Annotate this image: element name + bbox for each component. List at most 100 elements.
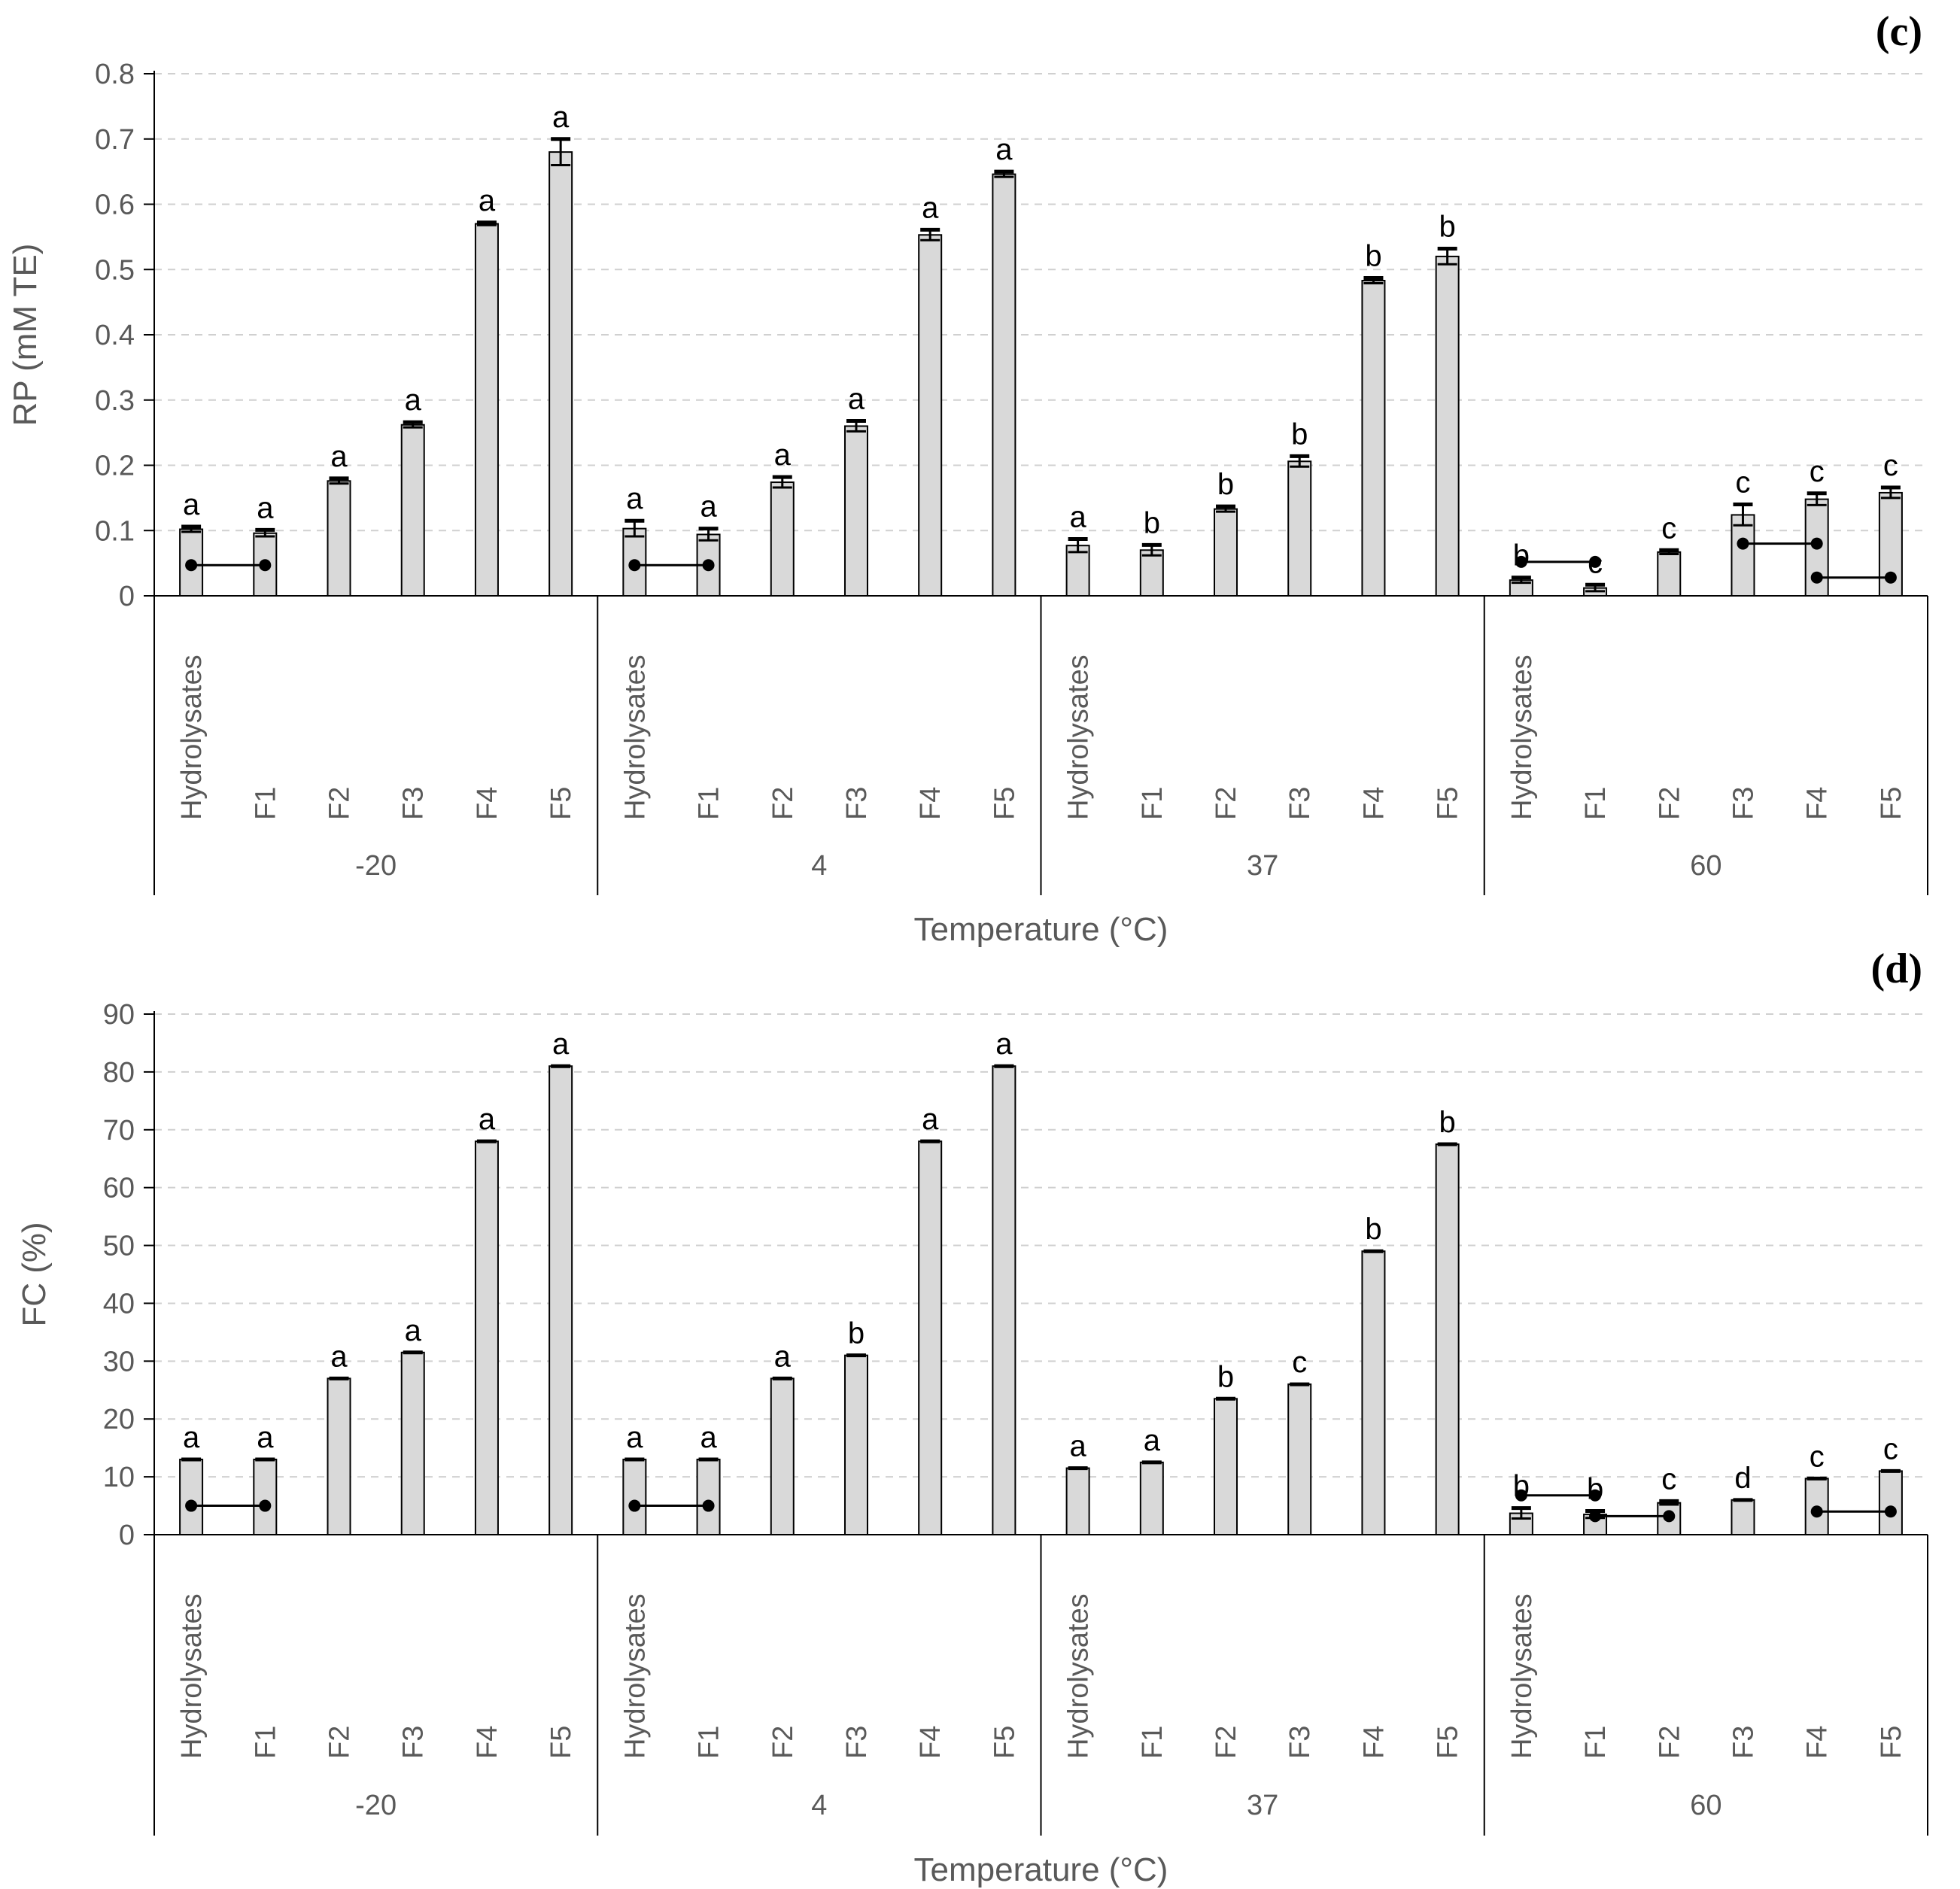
fc-category-label: Hydrolysates <box>1506 1593 1538 1759</box>
fc-significance-letter: a <box>700 1421 717 1454</box>
fc-significance-letter: c <box>1810 1440 1825 1473</box>
fc-y-tick-label: 40 <box>103 1288 135 1320</box>
fc-significance-letter: b <box>848 1317 865 1350</box>
fc-bar <box>1435 1143 1460 1535</box>
rp-bar <box>400 424 425 597</box>
rp-category-label: F3 <box>841 787 873 820</box>
rp-bar <box>770 481 795 597</box>
rp-significance-letter: b <box>1291 418 1308 451</box>
fc-category-label: F3 <box>398 1726 430 1759</box>
fc-category-label: F3 <box>841 1726 873 1759</box>
rp-connector-dot <box>628 559 641 572</box>
fc-y-tick-label: 90 <box>103 999 135 1031</box>
rp-panel-label: (c) <box>1876 8 1922 55</box>
fc-x-axis-title: Temperature (°C) <box>914 1851 1168 1888</box>
fc-bar <box>1361 1250 1386 1535</box>
fc-bar <box>1878 1470 1903 1536</box>
fc-bar <box>474 1140 499 1535</box>
fc-bar <box>179 1459 204 1535</box>
fc-significance-letter: a <box>479 1103 496 1136</box>
rp-bar <box>992 173 1016 597</box>
fc-category-label: F1 <box>1580 1726 1612 1759</box>
rp-significance-letter: c <box>1810 455 1825 488</box>
fc-category-label: Hydrolysates <box>176 1593 208 1759</box>
fc-significance-letter: a <box>257 1421 274 1454</box>
rp-significance-letter: b <box>1439 210 1456 243</box>
rp-y-tick-label: 0.5 <box>95 254 135 286</box>
fc-category-label: F5 <box>989 1726 1020 1759</box>
rp-connector-dot <box>702 559 715 572</box>
fc-significance-letter: a <box>552 1028 570 1061</box>
fc-bar <box>1214 1398 1238 1536</box>
fc-connector-dot <box>1810 1505 1823 1518</box>
rp-category-label: F1 <box>1137 787 1168 820</box>
rp-significance-letter: a <box>183 488 200 521</box>
fc-bar <box>548 1065 573 1535</box>
rp-connector-dot <box>1737 537 1749 550</box>
rp-category-label: F1 <box>694 787 725 820</box>
fc-significance-letter: d <box>1734 1462 1751 1495</box>
fc-connector-dot <box>185 1499 198 1512</box>
fc-category-label: F4 <box>1358 1726 1390 1759</box>
rp-significance-letter: a <box>995 133 1013 166</box>
fc-category-label: F2 <box>767 1726 799 1759</box>
rp-significance-letter: a <box>552 101 570 134</box>
rp-y-tick-label: 0.4 <box>95 320 135 351</box>
rp-category-label: F2 <box>1211 787 1242 820</box>
rp-x-axis-title: Temperature (°C) <box>914 911 1168 948</box>
rp-connector-dot <box>1884 571 1897 584</box>
fc-significance-letter: a <box>995 1028 1013 1061</box>
rp-group-label: 60 <box>1690 850 1721 882</box>
rp-bar <box>1287 460 1312 597</box>
rp-category-label: F3 <box>398 787 430 820</box>
rp-connector-dot <box>1810 571 1823 584</box>
fc-category-label: Hydrolysates <box>619 1593 651 1759</box>
fc-category-label: F4 <box>472 1726 503 1759</box>
rp-category-label: F5 <box>1433 787 1464 820</box>
fc-category-label: F3 <box>1728 1726 1759 1759</box>
fc-y-tick-label: 70 <box>103 1115 135 1146</box>
rp-y-tick-label: 0.6 <box>95 190 135 221</box>
rp-significance-letter: c <box>1661 512 1676 545</box>
fc-y-tick-label: 30 <box>103 1346 135 1377</box>
rp-significance-letter: a <box>479 184 496 217</box>
fc-group-label: 60 <box>1690 1790 1721 1821</box>
fc-significance-letter: a <box>922 1103 939 1136</box>
fc-connector-dot <box>1589 1489 1602 1502</box>
fc-significance-letter: c <box>1292 1346 1307 1379</box>
rp-connector-dot <box>1810 537 1823 550</box>
rp-group-label: -20 <box>355 850 397 882</box>
rp-significance-letter: c <box>1735 466 1750 500</box>
rp-significance-letter: a <box>626 482 643 515</box>
fc-significance-letter: c <box>1883 1432 1898 1465</box>
rp-group-label: 37 <box>1247 850 1278 882</box>
fc-bar <box>327 1377 351 1536</box>
fc-bar <box>770 1377 795 1536</box>
rp-bar <box>1065 545 1090 597</box>
rp-significance-letter: a <box>848 383 865 416</box>
rp-bar <box>1435 255 1460 597</box>
rp-category-label: Hydrolysates <box>1063 654 1095 820</box>
chart-fc: 0 10 20 30 40 50 60 70 80 90 a Hydrolysates a F1 a F2 a F… <box>16 946 1928 1888</box>
rp-category-label: F5 <box>989 787 1020 820</box>
rp-category-label: F1 <box>250 787 281 820</box>
rp-significance-letter: a <box>700 490 717 524</box>
fc-category-label: F1 <box>1137 1726 1168 1759</box>
rp-category-label: Hydrolysates <box>619 654 651 820</box>
rp-category-label: F4 <box>472 787 503 820</box>
fc-connector-dot <box>628 1499 641 1512</box>
fc-significance-letter: a <box>405 1314 422 1347</box>
fc-category-label: F3 <box>1284 1726 1316 1759</box>
rp-y-tick-label: 0.3 <box>95 385 135 417</box>
fc-bar <box>843 1354 868 1535</box>
rp-significance-letter: b <box>1144 506 1160 539</box>
rp-y-tick-label: 0.7 <box>95 124 135 156</box>
fc-bar <box>400 1351 425 1536</box>
rp-significance-letter: c <box>1883 449 1898 482</box>
fc-category-label: F2 <box>1211 1726 1242 1759</box>
fc-bar <box>918 1140 943 1535</box>
rp-category-label: F5 <box>1876 787 1907 820</box>
rp-category-label: Hydrolysates <box>176 654 208 820</box>
fc-category-label: F4 <box>1802 1726 1834 1759</box>
fc-category-label: F5 <box>1876 1726 1907 1759</box>
